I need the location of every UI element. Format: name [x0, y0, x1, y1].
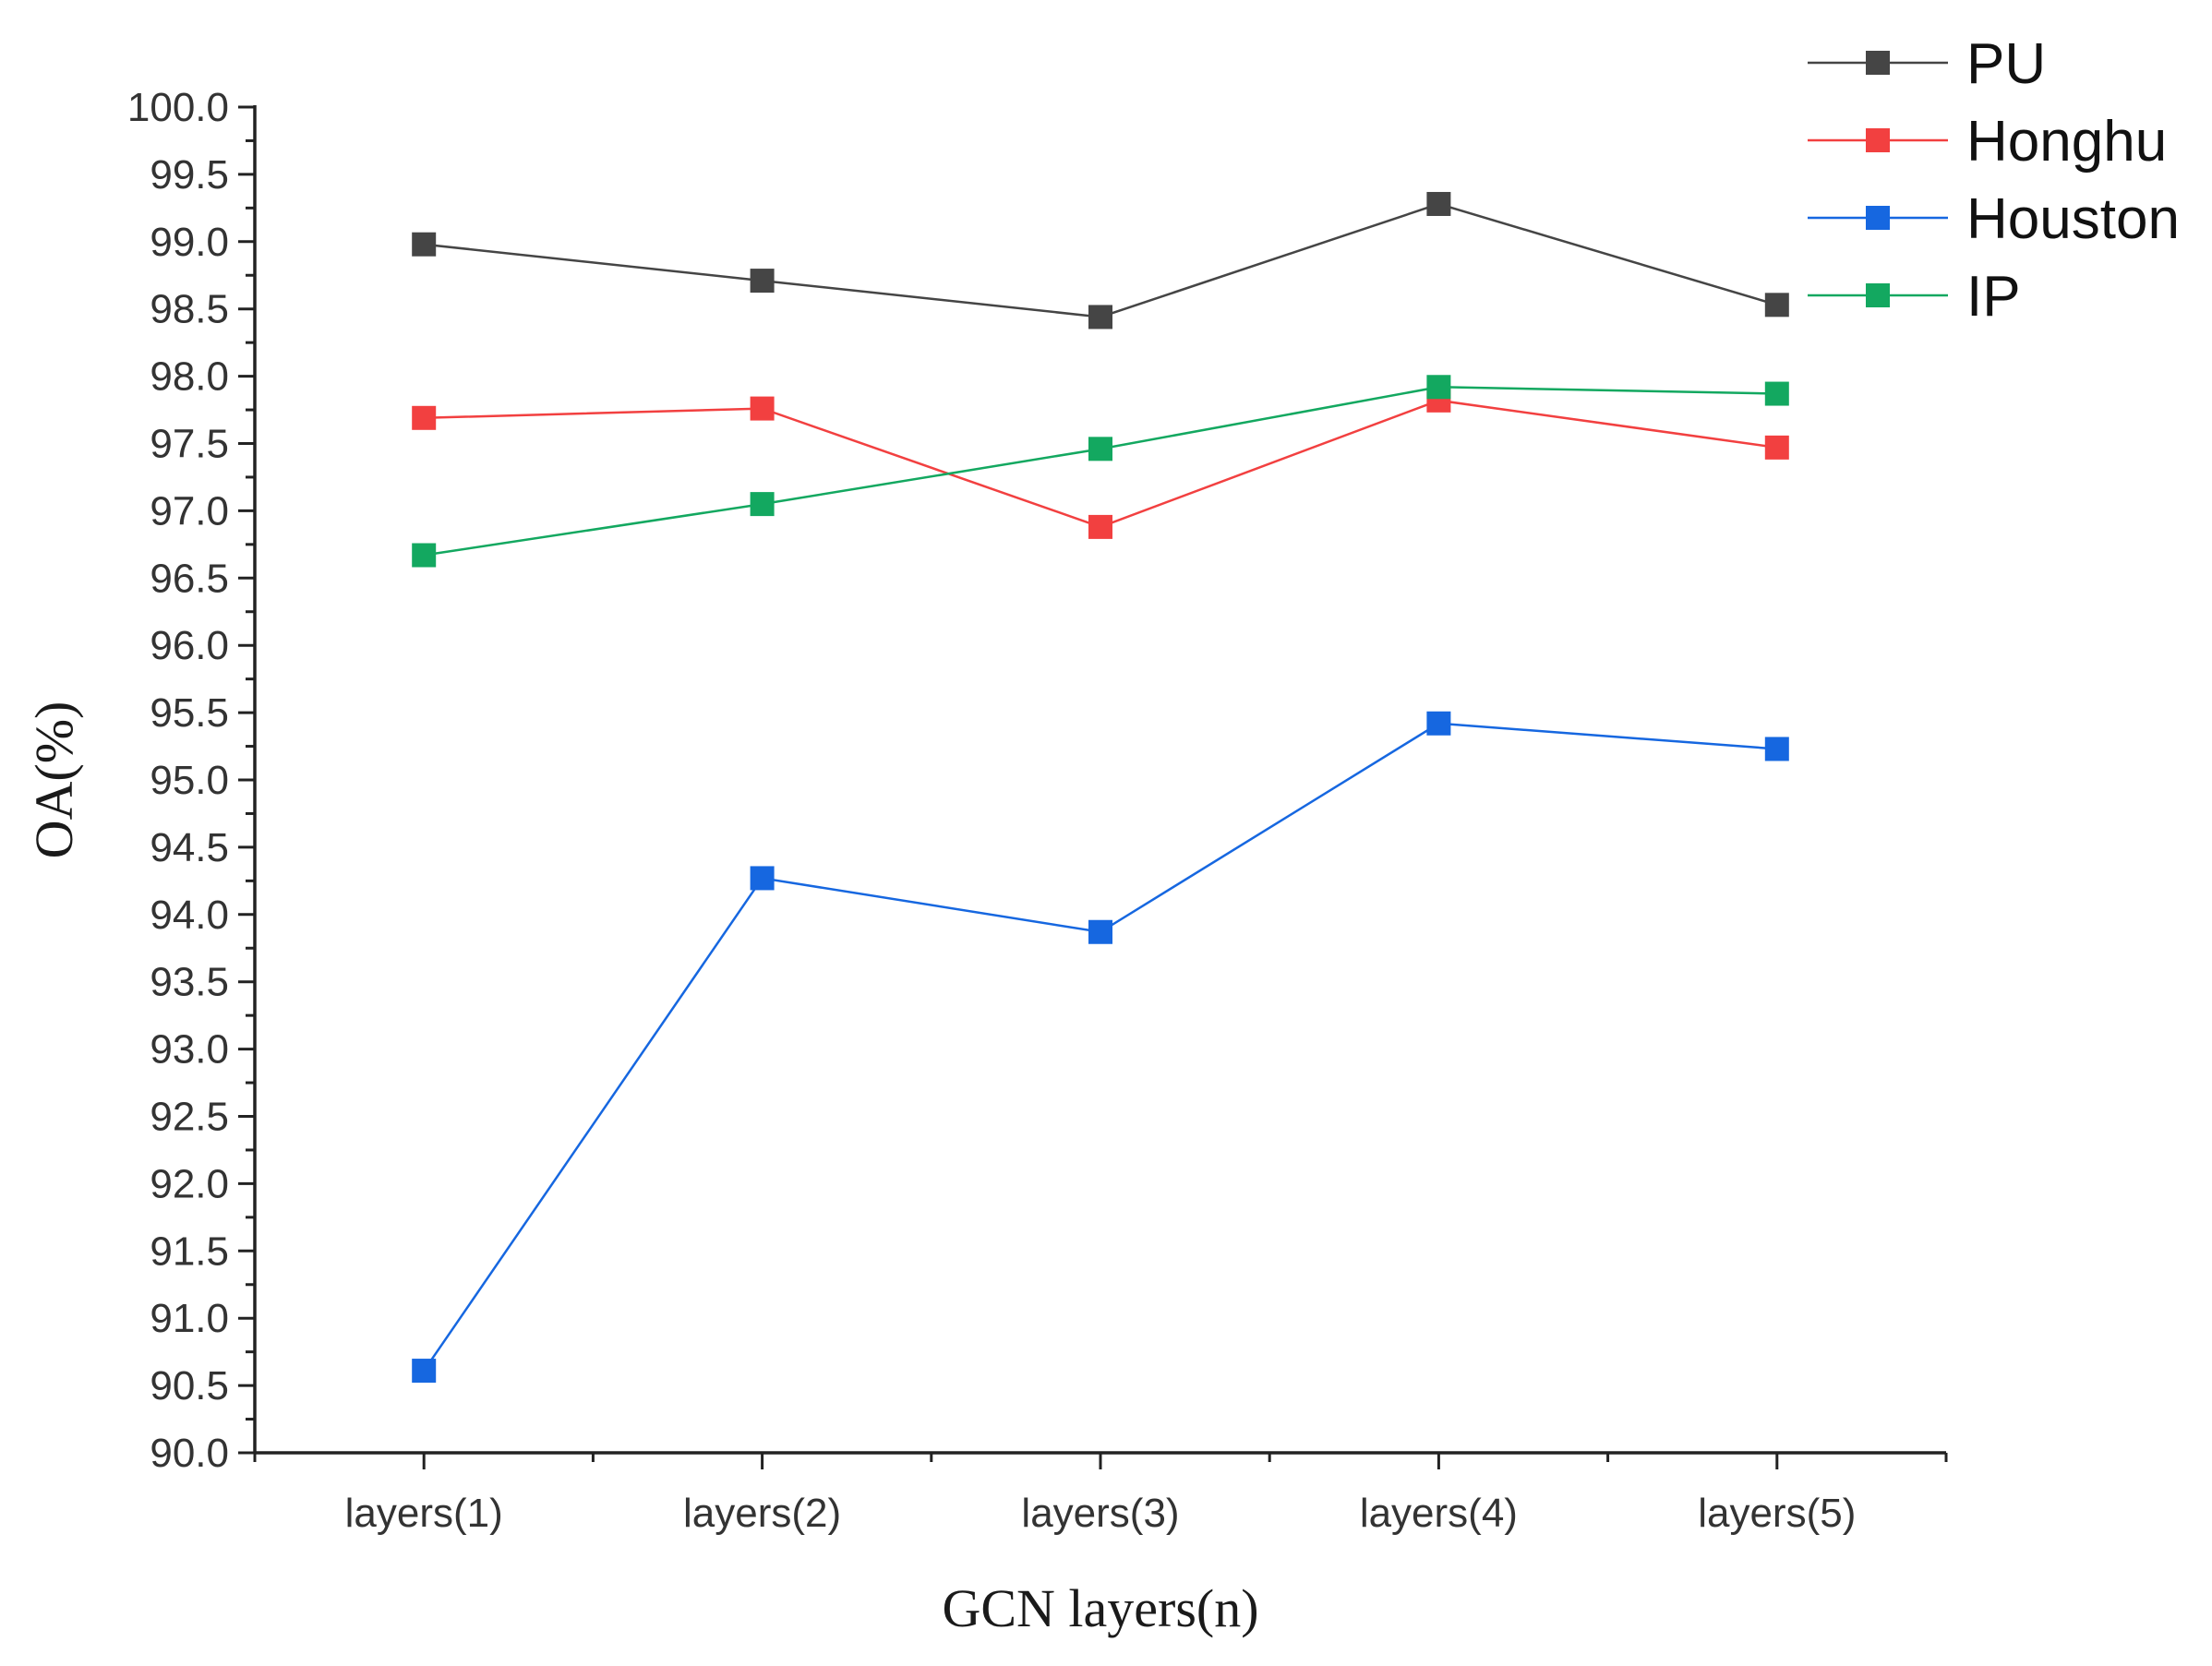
y-tick-label: 91.5: [150, 1229, 229, 1274]
x-tick-label: layers(5): [1698, 1491, 1856, 1536]
y-tick-label: 91.0: [150, 1296, 229, 1341]
series-line-honghu: [424, 399, 1777, 529]
y-tick-label: 97.5: [150, 422, 229, 467]
data-point: [1764, 435, 1789, 460]
data-point: [1426, 711, 1451, 736]
y-tick-label: 95.5: [150, 690, 229, 736]
x-tick-label: layers(1): [345, 1491, 503, 1536]
legend-label: PU: [1966, 32, 2046, 96]
data-point: [750, 269, 775, 294]
legend-label: Houston: [1966, 187, 2180, 251]
y-tick-label: 94.5: [150, 825, 229, 870]
data-point: [412, 405, 437, 430]
legend-item-honghu: Honghu: [1808, 110, 2167, 174]
data-point: [1764, 381, 1789, 406]
y-tick-label: 99.0: [150, 220, 229, 265]
legend-label: IP: [1966, 265, 2021, 329]
legend-item-pu: PU: [1808, 32, 2046, 96]
legend-label: Honghu: [1966, 110, 2167, 174]
legend-marker: [1866, 51, 1890, 75]
x-tick-label: layers(3): [1021, 1491, 1179, 1536]
data-point: [1764, 293, 1789, 318]
y-tick-label: 92.0: [150, 1161, 229, 1206]
data-point: [1088, 919, 1112, 944]
y-tick-label: 99.5: [150, 152, 229, 198]
y-tick-label: 90.5: [150, 1363, 229, 1408]
legend-marker: [1866, 128, 1890, 152]
series-line-houston: [423, 722, 1777, 1372]
data-point: [1088, 514, 1112, 539]
data-point: [1088, 437, 1112, 461]
legend-item-houston: Houston: [1808, 187, 2180, 251]
legend: PU Honghu Houston IP: [1808, 32, 2180, 329]
data-point: [412, 232, 437, 257]
series-ip: [412, 375, 1789, 568]
data-point: [750, 866, 775, 891]
y-tick-label: 92.5: [150, 1095, 229, 1140]
data-point: [750, 396, 775, 421]
series-line-pu: [424, 202, 1778, 318]
legend-marker: [1866, 283, 1890, 307]
axes: 90.0 90.5 91.0 91.5 92.0 92.5 93.0 93.5 94.0 94.5…: [127, 85, 1948, 1536]
data-point: [1426, 375, 1451, 400]
data-point: [750, 492, 775, 517]
series-pu: [412, 191, 1789, 330]
y-tick-label: 94.0: [150, 893, 229, 938]
series-honghu: [412, 388, 1789, 539]
y-axis-title: OA(%): [24, 701, 84, 859]
y-tick-label: 98.0: [150, 354, 229, 400]
x-axis-title: GCN layers(n): [942, 1578, 1258, 1638]
y-tick-label: 93.0: [150, 1027, 229, 1073]
data-point: [1426, 191, 1451, 216]
data-point: [1088, 305, 1112, 330]
x-tick-label: layers(2): [683, 1491, 841, 1536]
data-point: [412, 543, 437, 568]
data-point: [1764, 737, 1789, 761]
series-houston: [412, 711, 1789, 1384]
y-tick-label: 98.5: [150, 287, 229, 332]
y-tick-label: 95.0: [150, 758, 229, 803]
y-tick-label: 96.0: [150, 623, 229, 668]
y-tick-label: 97.0: [150, 488, 229, 533]
y-tick-label: 100.0: [127, 85, 229, 130]
legend-marker: [1866, 206, 1890, 230]
series-layer: [412, 191, 1789, 1384]
y-tick-label: 93.5: [150, 960, 229, 1005]
x-tick-label: layers(4): [1360, 1491, 1518, 1536]
y-tick-label: 90.0: [150, 1431, 229, 1476]
legend-item-ip: IP: [1808, 265, 2021, 329]
y-tick-label: 96.5: [150, 556, 229, 601]
data-point: [412, 1359, 437, 1384]
